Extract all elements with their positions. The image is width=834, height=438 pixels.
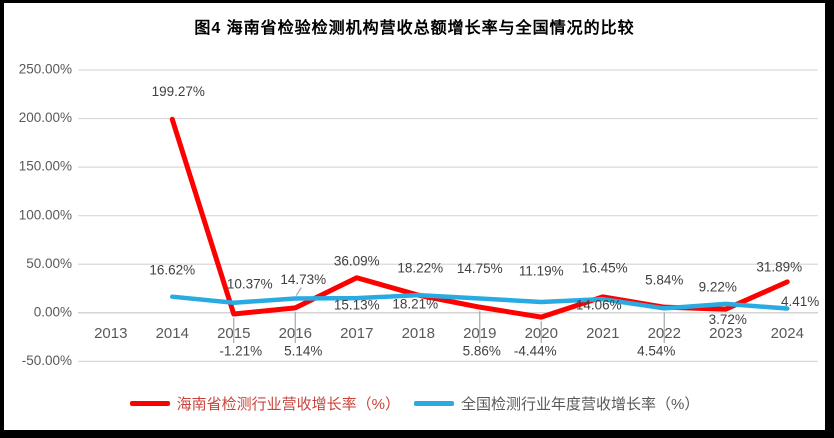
data-label: -1.21% (219, 344, 262, 359)
y-axis-tick-label: 100.00% (19, 207, 72, 222)
data-label: 4.41% (781, 294, 819, 309)
legend-item-hainan: 海南省检测行业营收增长率（%） (129, 393, 400, 414)
y-axis-tick-label: 250.00% (19, 62, 72, 77)
data-label: 14.73% (280, 272, 326, 287)
data-label: -4.44% (514, 344, 557, 359)
data-label: 11.19% (519, 264, 564, 279)
data-label: 5.84% (645, 273, 683, 288)
data-label: 18.21% (392, 297, 438, 312)
chart-legend: 海南省检测行业营收增长率（%） 全国检测行业年度营收增长率（%） (4, 393, 825, 414)
y-axis-tick-label: 50.00% (26, 256, 72, 271)
hainan-series-swatch (129, 401, 170, 406)
data-label: 14.06% (576, 298, 622, 313)
chart-title: 图4 海南省检验检测机构营收总额增长率与全国情况的比较 (194, 20, 635, 37)
y-axis-tick-label: -50.00% (22, 353, 72, 368)
data-label: 3.72% (709, 312, 747, 327)
x-axis-tick-label: 2017 (340, 325, 373, 342)
data-label: 5.14% (284, 344, 322, 359)
data-label: 18.22% (397, 261, 443, 276)
data-label: 199.27% (152, 84, 205, 99)
legend-label-national: 全国检测行业年度营收增长率（%） (461, 396, 700, 413)
x-axis-tick-label: 2013 (94, 325, 127, 342)
y-axis-tick-label: 150.00% (19, 159, 72, 174)
legend-item-national: 全国检测行业年度营收增长率（%） (414, 393, 699, 414)
data-label: 31.89% (756, 259, 802, 274)
x-axis-tick-label: 2018 (402, 325, 435, 342)
data-label: 9.22% (699, 279, 737, 294)
legend-label-hainan: 海南省检测行业营收增长率（%） (176, 396, 400, 413)
series-line-national (170, 292, 790, 311)
x-axis-tick-label: 2014 (156, 325, 189, 342)
data-label: 15.13% (334, 298, 380, 313)
y-axis-tick-label: 200.00% (19, 110, 72, 125)
data-label: 4.54% (637, 344, 675, 359)
x-axis-tick-label: 2023 (709, 325, 742, 342)
x-axis-tick-label: 2021 (586, 325, 619, 342)
data-label: 14.75% (457, 261, 503, 276)
data-label: 16.62% (149, 262, 195, 277)
national-series-swatch (414, 401, 454, 406)
data-label: 16.45% (582, 260, 628, 275)
data-label: 5.86% (463, 344, 501, 359)
data-label: 10.37% (227, 276, 273, 291)
x-axis-tick-label: 2024 (771, 325, 804, 342)
label-leader-line (295, 287, 302, 296)
y-axis-tick-label: 0.00% (34, 304, 72, 319)
data-label: 36.09% (334, 253, 380, 268)
